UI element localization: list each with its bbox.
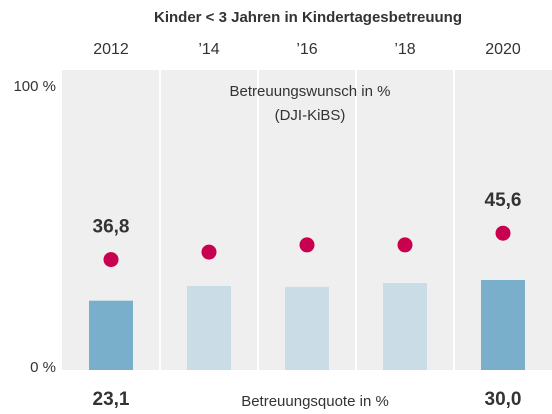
x-tick-label: ’18 (394, 41, 415, 58)
bar-value-label: 23,1 (93, 389, 130, 410)
bar-series-label: Betreuungsquote in % (241, 393, 389, 410)
bar-value-label: 30,0 (485, 389, 522, 410)
bar (285, 286, 329, 370)
dot (495, 225, 511, 241)
dot-series-label: Betreuungswunsch in % (230, 83, 391, 100)
dot-value-label: 45,6 (485, 190, 522, 211)
y-tick-label: 0 % (30, 359, 56, 376)
x-tick-label: ’16 (296, 41, 317, 58)
dot (201, 244, 217, 260)
dot (299, 237, 315, 253)
dot-series-source: (DJI-KiBS) (275, 107, 346, 124)
x-tick-label: 2012 (93, 41, 129, 58)
bar (187, 286, 231, 370)
bar (89, 300, 133, 370)
x-tick-label: ’14 (198, 41, 219, 58)
dot-value-label: 36,8 (93, 217, 130, 238)
dot (103, 252, 119, 268)
dot (397, 237, 413, 253)
y-tick-label: 100 % (13, 78, 56, 95)
chart-title: Kinder < 3 Jahren in Kindertagesbetreuun… (154, 9, 462, 26)
bar (481, 280, 525, 370)
x-tick-label: 2020 (485, 41, 521, 58)
bar (383, 283, 427, 370)
